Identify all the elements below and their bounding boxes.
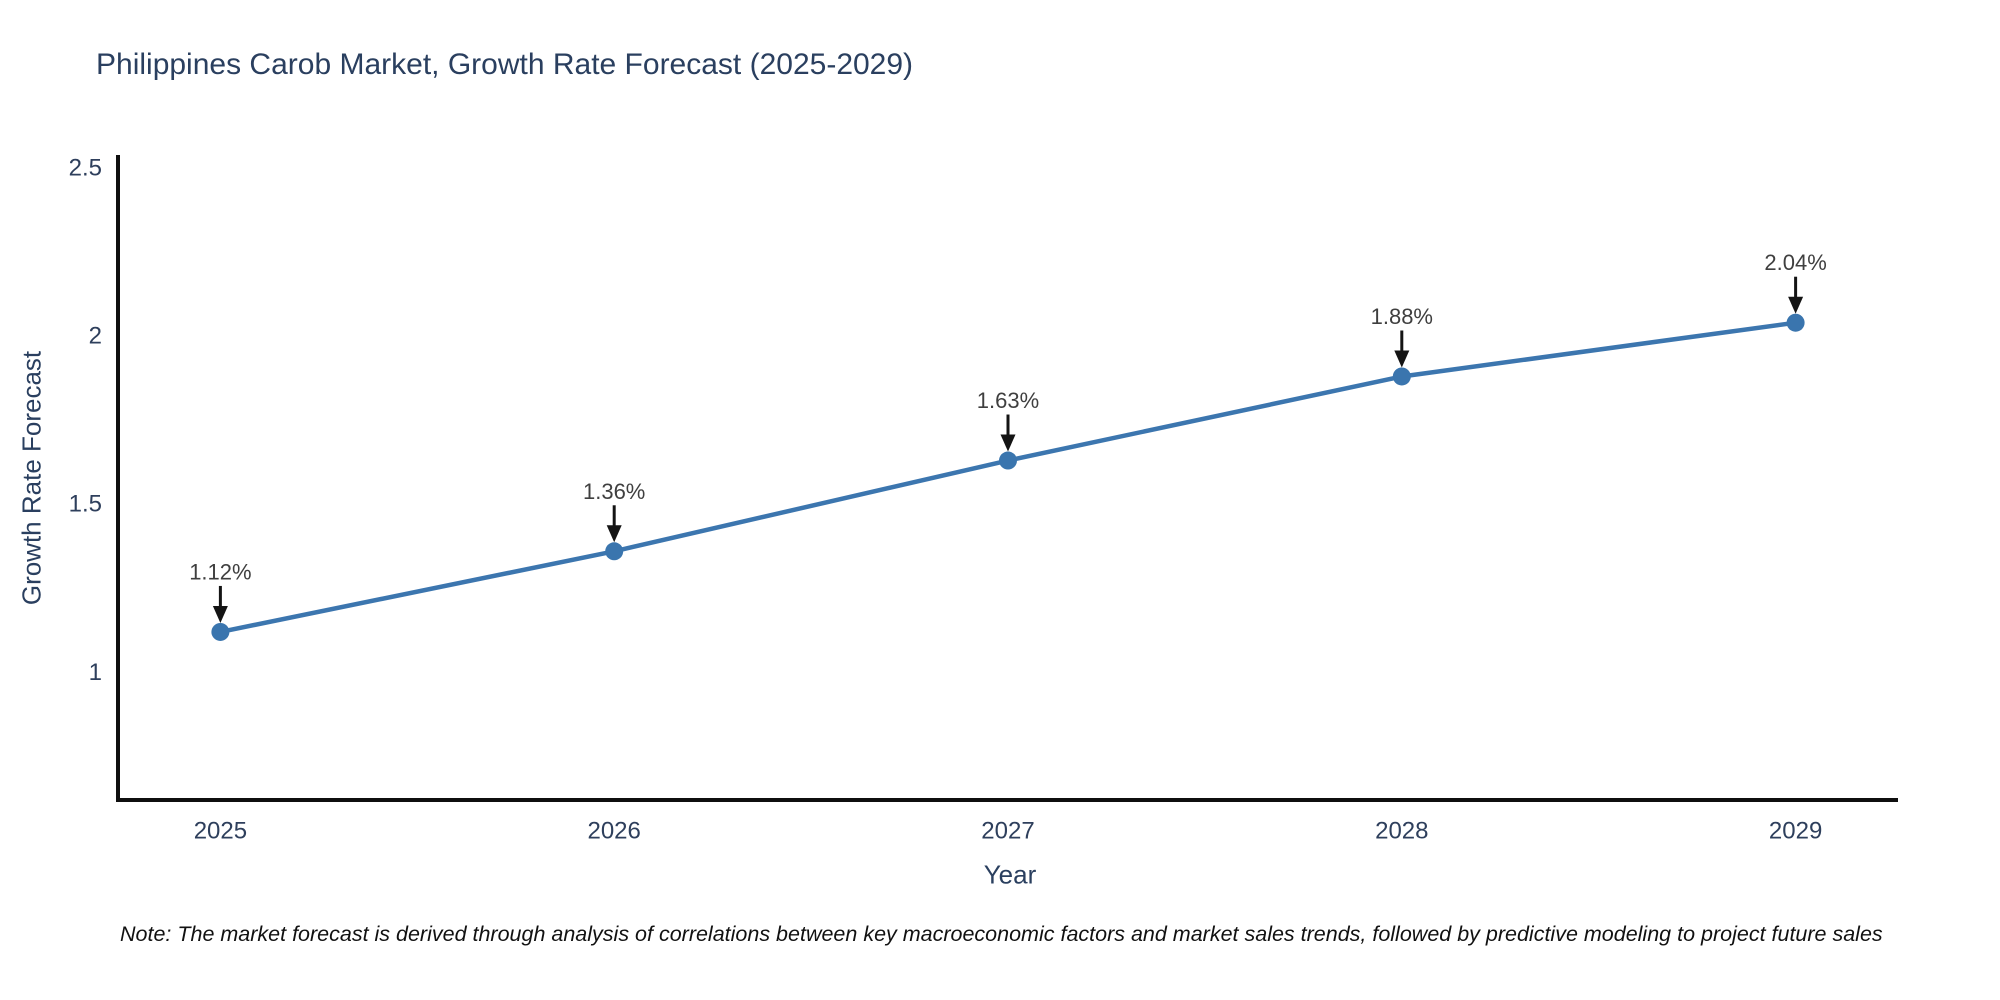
annotation-2029: 2.04% <box>1764 250 1827 314</box>
annotation-2027: 1.63% <box>977 388 1039 452</box>
annotation-arrowhead-icon <box>1394 350 1410 368</box>
data-point-2029[interactable] <box>1786 313 1805 332</box>
forecast-line <box>218 320 1798 635</box>
y-tick-label: 1 <box>89 659 102 686</box>
data-point-2028[interactable] <box>1392 367 1411 386</box>
x-tick-label: 2026 <box>587 818 640 845</box>
annotation-arrowhead-icon <box>212 605 228 623</box>
annotation-label: 1.88% <box>1371 304 1433 329</box>
data-point-2026[interactable] <box>605 542 624 561</box>
annotation-arrowhead-icon <box>1788 296 1804 314</box>
annotation-label: 1.12% <box>189 559 251 584</box>
x-tick-label: 2028 <box>1375 818 1428 845</box>
annotation-2026: 1.36% <box>583 479 645 543</box>
annotation-label: 1.36% <box>583 479 645 504</box>
annotation-2025: 1.12% <box>189 559 252 623</box>
x-axis-title: Year <box>983 859 1037 890</box>
footnote: Note: The market forecast is derived thr… <box>120 922 1883 946</box>
data-point-2027[interactable] <box>999 451 1017 470</box>
y-tick-label: 1.5 <box>69 491 102 518</box>
y-tick-label: 2.5 <box>69 155 102 182</box>
x-tick-label: 2027 <box>981 818 1034 845</box>
x-tick-label: 2025 <box>194 818 247 845</box>
annotation-arrowhead-icon <box>1000 434 1016 452</box>
annotation-label: 1.63% <box>977 388 1039 413</box>
x-tick-label: 2029 <box>1769 818 1822 845</box>
annotation-arrowhead-icon <box>606 525 622 543</box>
chart-title: Philippines Carob Market, Growth Rate Fo… <box>96 48 914 81</box>
y-tick-label: 2 <box>89 323 102 350</box>
annotation-label: 2.04% <box>1764 250 1826 275</box>
data-point-2025[interactable] <box>211 622 230 641</box>
annotation-2028: 1.88% <box>1371 304 1433 368</box>
